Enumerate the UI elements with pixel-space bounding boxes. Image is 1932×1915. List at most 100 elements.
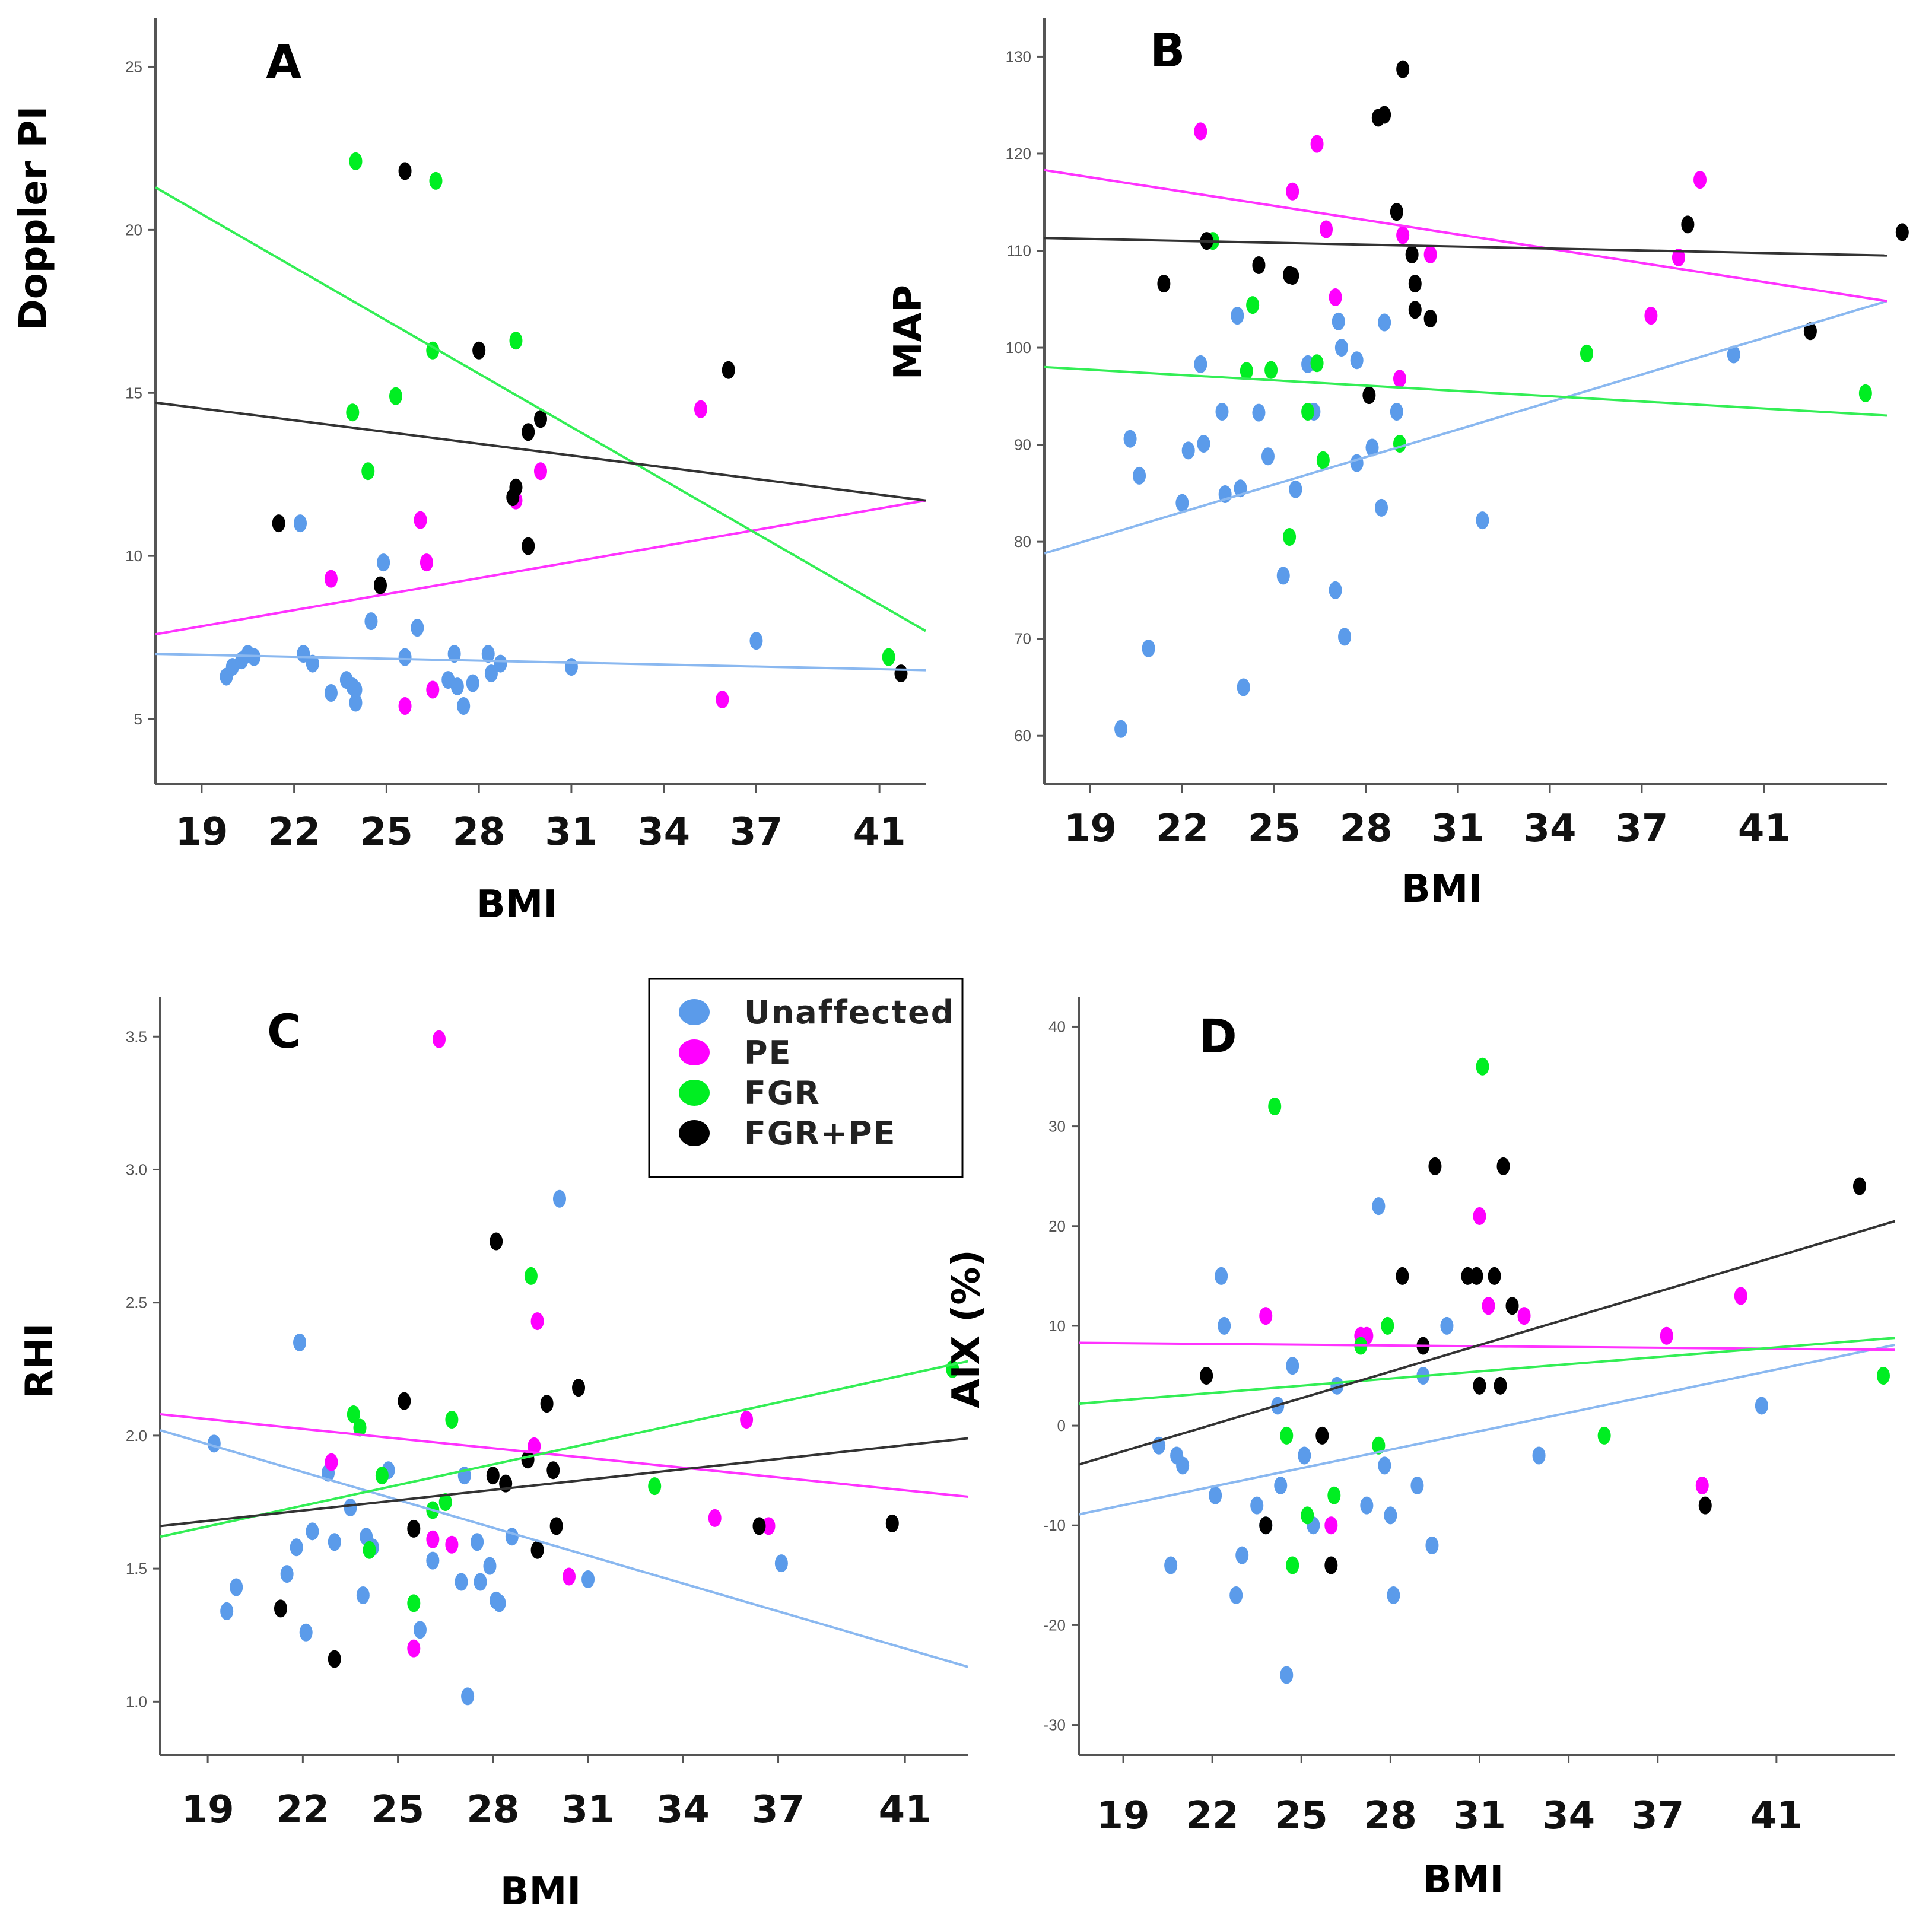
- panel-a-point: [398, 162, 412, 180]
- panel-b: 60 70 80 90 100 110 120 130 19 22 25 28 31 34 37 41 BMI M…: [886, 18, 1909, 911]
- panel-d-point: [1597, 1426, 1611, 1445]
- panel-d-point: [1876, 1367, 1890, 1385]
- panel-c-series-fgr: [347, 1267, 959, 1612]
- panel-a-point: [349, 680, 363, 699]
- panel-d-point: [1209, 1486, 1222, 1504]
- panel-d-ytick-label: -10: [1043, 1516, 1066, 1534]
- panel-d-point: [1660, 1326, 1673, 1345]
- panel-c-point: [740, 1410, 754, 1429]
- panel-b-point: [1393, 370, 1406, 388]
- panel-b-point: [1286, 182, 1299, 201]
- panel-d-point: [1476, 1057, 1489, 1076]
- panel-d-point: [1176, 1456, 1190, 1475]
- panel-b-xtick-label: 34: [1523, 807, 1576, 851]
- panel-c-point: [546, 1461, 560, 1480]
- panel-d-point: [1360, 1496, 1374, 1515]
- panel-a-point: [377, 553, 390, 572]
- panel-a-point: [306, 654, 319, 673]
- panel-b-series-fgr-pe: [1157, 60, 1909, 405]
- legend-label: PE: [744, 1034, 792, 1071]
- panel-c-point: [230, 1578, 243, 1596]
- panel-a-point: [882, 648, 895, 666]
- panel-d-point: [1378, 1456, 1391, 1475]
- panel-a-xtick-label: 41: [853, 810, 906, 854]
- panel-c-point: [471, 1533, 484, 1551]
- panel-a-point: [716, 691, 729, 709]
- panel-a-series-unaffected: [220, 514, 763, 715]
- panel-d-point: [1200, 1367, 1213, 1385]
- panel-c-point: [483, 1557, 497, 1575]
- panel-b-point: [1672, 248, 1685, 266]
- panel-b-ytick-label: 60: [1014, 727, 1031, 745]
- panel-b-point: [1301, 402, 1315, 421]
- panel-d-point: [1496, 1157, 1510, 1175]
- panel-b-trendline-unaffected: [1044, 300, 1887, 555]
- panel-c-point: [356, 1586, 370, 1604]
- panel-b-point: [1644, 307, 1658, 325]
- panel-c-point: [572, 1379, 586, 1397]
- panel-c-xtick-label: 34: [657, 1788, 710, 1832]
- panel-b-x-axis-label: BMI: [1402, 867, 1482, 911]
- panel-b-point: [1231, 307, 1244, 325]
- panel-b-point: [1276, 567, 1290, 585]
- panel-d-ytick-label: -30: [1043, 1716, 1066, 1734]
- panel-d-ytick-label: -20: [1043, 1616, 1066, 1634]
- panel-d-point: [1734, 1287, 1747, 1305]
- panel-d-point: [1372, 1436, 1386, 1455]
- panel-a-point: [272, 514, 285, 533]
- panel-d-x-axis-label: BMI: [1423, 1858, 1504, 1902]
- panel-a-ytick-label: 5: [134, 710, 142, 728]
- panel-d-point: [1473, 1376, 1486, 1395]
- panel-a-point: [534, 410, 547, 428]
- panel-c-point: [398, 1392, 411, 1410]
- panel-d-point: [1396, 1267, 1409, 1285]
- panel-a-ytick-label: 20: [125, 221, 142, 238]
- panel-b-point: [1681, 215, 1695, 234]
- panel-c-point: [347, 1405, 360, 1424]
- panel-d-point: [1330, 1376, 1344, 1395]
- panel-a-trendline-pe: [155, 499, 926, 636]
- panel-d-trendline-fgr: [1079, 1337, 1895, 1405]
- panel-d-xtick-label: 34: [1542, 1794, 1595, 1838]
- panel-b-point: [1350, 351, 1364, 370]
- panel-b-point: [1362, 386, 1376, 405]
- panel-c-point: [563, 1567, 576, 1586]
- legend-marker: [679, 1080, 710, 1106]
- panel-b-point: [1378, 313, 1391, 332]
- panel-a-point: [297, 645, 310, 663]
- panel-c-point: [528, 1437, 541, 1455]
- panel-c-trendline-pe: [160, 1413, 968, 1499]
- panel-b-point: [1476, 511, 1489, 530]
- panel-c-point: [708, 1509, 722, 1527]
- panel-a-point: [522, 423, 535, 441]
- panel-d-trendline-fgr-pe: [1079, 1220, 1895, 1466]
- panel-b-point: [1334, 339, 1348, 357]
- panel-b-series-fgr: [1206, 232, 1872, 546]
- panel-c-point: [306, 1522, 319, 1541]
- panel-d-point: [1164, 1556, 1178, 1574]
- panel-a-point: [429, 171, 443, 190]
- panel-a-xtick-label: 37: [730, 810, 783, 854]
- panel-c-series-pe: [325, 1030, 776, 1658]
- panel-c-point: [492, 1594, 506, 1612]
- panel-b-series-unaffected: [1114, 307, 1740, 738]
- panel-b-point: [1310, 354, 1324, 373]
- panel-a-point: [509, 478, 523, 497]
- panel-c-point: [413, 1621, 427, 1639]
- panel-b-point: [1405, 246, 1419, 264]
- panel-b-xtick-label: 19: [1064, 807, 1117, 851]
- panel-a-xtick-label: 31: [545, 810, 598, 854]
- panel-b-point: [1350, 454, 1364, 472]
- panel-a-y-axis-label: Doppler PI: [12, 106, 56, 331]
- panel-b-point: [1237, 678, 1250, 696]
- panel-d: -30 -20 -10 0 10 20 30 40 19 22 25 28 31 34 37 41 BMI AIX…: [945, 997, 1895, 1902]
- panel-c-point: [353, 1418, 367, 1437]
- panel-c-point: [774, 1554, 788, 1573]
- panel-a-xtick-label: 25: [360, 810, 413, 854]
- panel-c-point: [407, 1594, 421, 1612]
- panel-b-point: [1261, 447, 1275, 466]
- panel-c-point: [290, 1538, 303, 1557]
- panel-d-point: [1494, 1376, 1507, 1395]
- panel-d-xtick-label: 41: [1750, 1794, 1803, 1838]
